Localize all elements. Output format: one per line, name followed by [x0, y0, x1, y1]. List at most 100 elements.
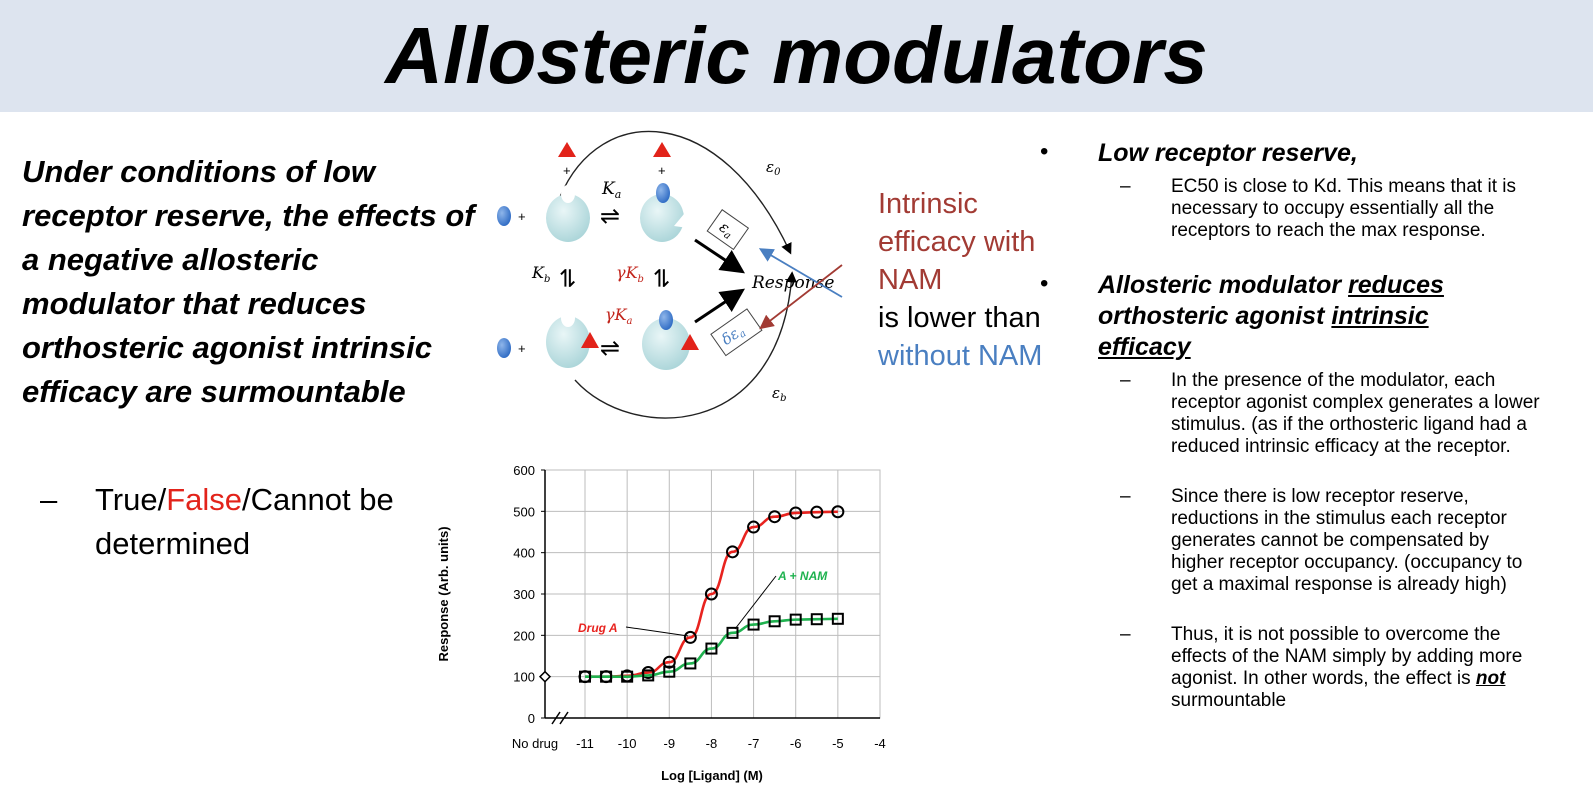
low-reserve-detail: EC50 is close to Kd. This means that it … [1171, 176, 1516, 241]
equilibrium-arrow: ⇌ [600, 202, 620, 230]
answer-cannot: /Cannot be determined [95, 482, 394, 561]
annotation-drug-a: Drug A [578, 621, 618, 635]
epsilon-a-box [706, 209, 750, 251]
x-tick-label: -5 [832, 736, 844, 751]
equilibrium-arrow: ⇌ [648, 268, 676, 288]
modulator-triangle-icon [681, 334, 699, 350]
y-tick-label: 0 [528, 711, 535, 726]
x-tick-label: -11 [576, 736, 594, 751]
data-point [684, 657, 697, 670]
chart-grid [544, 469, 881, 719]
efficacy-arrow [694, 238, 745, 274]
series-line [585, 617, 838, 678]
modulator-detail-1: In the presence of the modulator, each r… [1171, 370, 1540, 457]
note-plain-text: is lower than [878, 302, 1041, 334]
x-axis-title: Log [Ligand] (M) [661, 768, 763, 783]
gamma-ka-label: γKa [605, 305, 633, 327]
data-point [726, 545, 739, 559]
x-tick-label: -9 [664, 736, 676, 751]
data-point [831, 505, 845, 519]
agonist-ball-icon [659, 310, 673, 330]
low-reserve-heading: Low receptor reserve, [1098, 139, 1358, 167]
plus-sign: + [518, 341, 526, 356]
note-blue-text: without NAM [878, 340, 1043, 372]
answer-text: True/False/Cannot be determined [95, 478, 445, 566]
ka-label: Ka [601, 179, 621, 201]
y-tick-label: 500 [513, 504, 535, 519]
plus-sign: + [563, 163, 571, 178]
data-point [747, 618, 760, 631]
data-point [747, 520, 761, 534]
bullet-2: • [1040, 270, 1049, 297]
data-point [831, 612, 844, 625]
annotation-leader [734, 575, 777, 630]
data-point [768, 510, 782, 524]
x-tick-label: -7 [748, 736, 760, 751]
note-red-text: Intrinsic efficacy with NAM [878, 188, 1036, 296]
receptor-icon [674, 214, 688, 228]
modulator-detail-2: Since there is low receptor reserve, red… [1171, 486, 1523, 595]
plus-sign: + [658, 163, 666, 178]
agonist-ball-icon [497, 206, 511, 226]
y-tick-label: 400 [513, 546, 535, 561]
top-arc [559, 130, 792, 255]
modulator-triangle-icon [653, 142, 671, 157]
callout-arrow-blue [758, 248, 843, 298]
agonist-ball-icon [656, 183, 670, 203]
x-tick-label: -8 [706, 736, 718, 751]
callout-arrow-red [759, 264, 843, 330]
receptor-icon [561, 309, 575, 327]
data-point [705, 642, 718, 655]
modulator-heading: Allosteric modulator reduces orthosteric … [1098, 271, 1444, 361]
modulator-triangle-icon [558, 142, 576, 157]
data-point [663, 665, 676, 678]
data-point [789, 613, 802, 626]
title-banner [0, 0, 1593, 112]
receptor-icon [642, 318, 690, 370]
slide-title: Allosteric modulators [385, 11, 1208, 100]
agonist-ball-icon [497, 338, 511, 358]
sub-dash: – [1120, 486, 1131, 507]
x-tick-label: -4 [874, 736, 886, 751]
dose-response-chart: 0 100 200 300 400 500 600 No drug -11 -10 -9 -8 -7 -6… [436, 463, 886, 783]
bullet-1: • [1040, 138, 1049, 165]
annotation-a-nam: A + NAM [777, 569, 828, 583]
modulator-detail-3: Thus, it is not possible to overcome the… [1171, 624, 1523, 711]
modulator-triangle-icon [581, 332, 599, 348]
equilibrium-arrow: ⇌ [554, 268, 582, 288]
efficacy-note: Intrinsic efficacy with NAM is lower tha… [878, 185, 1078, 375]
response-label: Response [751, 273, 834, 293]
data-point [621, 670, 634, 683]
chart-labels: 0 100 200 300 400 500 600 No drug -11 -10 -9 -8 -7 -6… [436, 463, 886, 783]
x-tick-label: No drug [512, 736, 558, 751]
bottom-arc [574, 271, 797, 419]
kb-label: Kb [531, 263, 550, 285]
receptor-icon [546, 316, 590, 368]
y-tick-label: 600 [513, 463, 535, 478]
y-tick-label: 100 [513, 670, 535, 685]
efficacy-arrow [694, 288, 745, 324]
sub-dash: – [1120, 176, 1131, 197]
data-point [810, 505, 824, 519]
data-point [683, 630, 697, 644]
data-point [579, 670, 591, 683]
question-text: Under conditions of low receptor reserve… [22, 154, 475, 409]
y-tick-label: 200 [513, 628, 535, 643]
y-axis-title: Response (Arb. units) [436, 526, 451, 661]
data-point [642, 669, 655, 682]
plus-sign: + [518, 209, 526, 224]
data-point [789, 506, 803, 520]
axis-break [559, 711, 569, 725]
data-point [600, 670, 613, 683]
epsilon-b-label: εb [772, 384, 786, 404]
allosteric-model-diagram: + + + ⇌ Ka Kb ⇌ γKb ⇌ + ⇌ γKa εa δεa Res… [497, 130, 843, 419]
epsilon-0-label: ε0 [766, 158, 781, 178]
receptor-icon [561, 185, 575, 203]
y-tick-label: 300 [513, 587, 535, 602]
equilibrium-arrow: ⇌ [600, 334, 620, 362]
receptor-icon [640, 194, 684, 242]
data-point [704, 587, 718, 601]
data-point [768, 615, 781, 628]
no-drug-point [538, 670, 552, 683]
answer-dash: – [40, 482, 58, 517]
